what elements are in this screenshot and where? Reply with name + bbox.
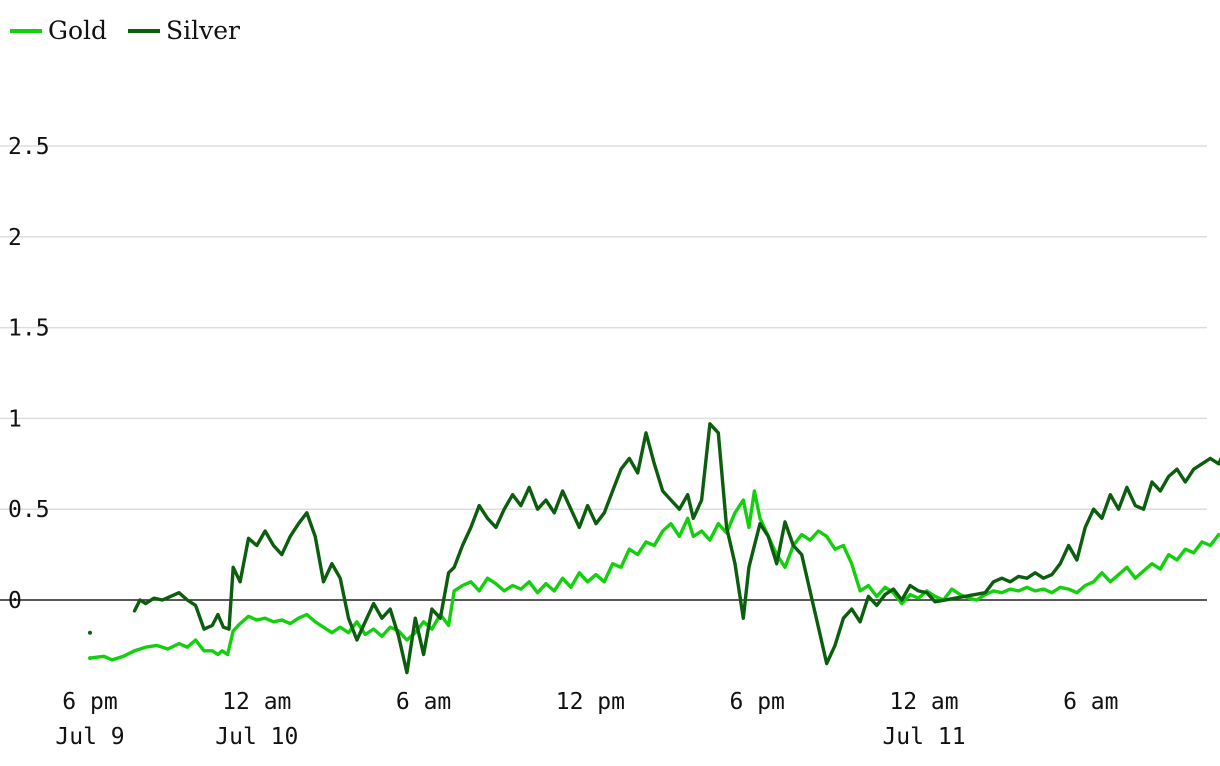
legend-label-silver: Silver	[166, 16, 240, 45]
y-tick-label: 2.5	[8, 134, 50, 160]
x-tick-label: 6 pm	[730, 689, 785, 715]
y-tick-labels: 0 0.5 1 1.5 2 2.5	[8, 134, 50, 614]
x-tick-labels: 6 pm Jul 9 12 am Jul 10 6 am 12 pm 6 pm 12 am Ju…	[55, 689, 1118, 750]
x-tick-label: 6 am	[396, 689, 451, 715]
x-tick-sublabel: Jul 10	[215, 724, 298, 750]
x-tick-sublabel: Jul 9	[55, 724, 124, 750]
series-line-gold	[88, 489, 1220, 662]
grid-lines	[0, 145, 1207, 601]
x-tick-label: 12 am	[889, 689, 958, 715]
x-tick-sublabel: Jul 11	[882, 724, 965, 750]
x-tick-label: 12 pm	[556, 689, 625, 715]
series-lines	[88, 422, 1220, 675]
y-tick-label: 1.5	[8, 316, 50, 342]
y-tick-label: 1	[8, 406, 22, 432]
legend-label-gold: Gold	[48, 16, 107, 45]
x-tick-label: 6 pm	[62, 689, 117, 715]
series-start-silver	[88, 630, 92, 635]
y-tick-label: 0	[8, 588, 22, 614]
x-tick-label: 6 am	[1063, 689, 1118, 715]
y-tick-label: 2	[8, 225, 22, 251]
legend: Gold Silver	[10, 16, 240, 45]
series-line-silver	[132, 422, 1220, 675]
x-tick-label: 12 am	[222, 689, 291, 715]
y-tick-label: 0.5	[8, 497, 50, 523]
